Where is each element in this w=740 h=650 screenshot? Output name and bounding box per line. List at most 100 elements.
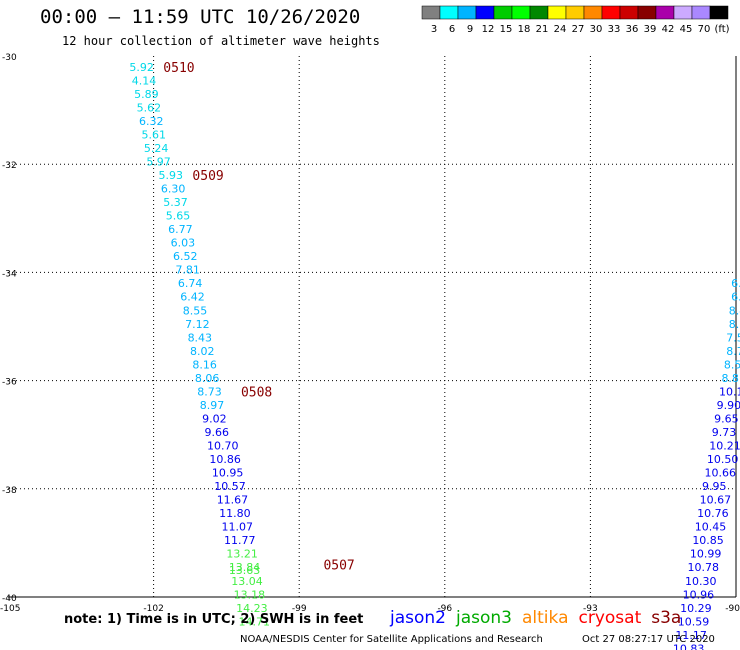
wave-height-label: 8.73 <box>197 385 222 398</box>
wave-height-label: 7.81 <box>175 264 200 277</box>
colorbar-swatch <box>619 5 639 20</box>
wave-height-label: 10.78 <box>687 561 719 574</box>
wave-height-label: 9.65 <box>714 412 739 425</box>
wave-height-label: 6.32 <box>139 115 164 128</box>
wave-height-label: 8.55 <box>183 304 208 317</box>
colorbar-label: 36 <box>626 24 639 35</box>
wave-height-label: 10.83 <box>673 642 705 650</box>
colorbar-label: 24 <box>554 24 567 35</box>
wave-height-label: 8.81 <box>721 372 740 385</box>
wave-height-label: 7.12 <box>185 318 210 331</box>
colorbar-swatch <box>637 5 657 20</box>
track-time-label: 0508 <box>241 385 272 400</box>
chart-title: 00:00 – 11:59 UTC 10/26/2020 <box>40 6 361 28</box>
wave-height-label: 10.45 <box>695 521 727 534</box>
colorbar-swatch <box>601 5 621 20</box>
wave-height-label: 5.24 <box>144 142 169 155</box>
wave-height-label: 5.61 <box>141 128 166 141</box>
track-time-label: 0507 <box>323 559 354 574</box>
colorbar-swatch <box>709 5 729 20</box>
satellite-legend: jason2 jason3 altika cryosat s3a <box>390 608 691 628</box>
wave-height-label: 6.77 <box>168 223 193 236</box>
wave-height-label: 5.93 <box>158 169 183 182</box>
wave-height-label: 7.5 <box>726 331 740 344</box>
colorbar-swatch <box>439 5 459 20</box>
wave-height-label: 10.57 <box>214 480 246 493</box>
wave-height-label: 8.02 <box>190 345 215 358</box>
colorbar-label: 18 <box>518 24 531 35</box>
wave-height-label: 9.90 <box>717 399 740 412</box>
wave-height-label: 8.1 <box>729 318 740 331</box>
wave-height-label: 4.14 <box>132 74 157 87</box>
satellite-legend-item: s3a <box>651 608 682 628</box>
wave-height-label: 5.92 <box>129 61 154 74</box>
chart-subtitle: 12 hour collection of altimeter wave hei… <box>62 34 380 48</box>
wave-height-label: 8.7 <box>726 345 740 358</box>
colorbar-label: 21 <box>536 24 549 35</box>
satellite-legend-item: jason2 <box>390 608 446 628</box>
satellite-legend-item: altika <box>522 608 569 628</box>
wave-height-label: 10.29 <box>680 602 712 615</box>
wave-height-label: 14.23 <box>236 602 268 615</box>
wave-height-label: 5.97 <box>146 155 171 168</box>
wave-height-label: 6.03 <box>171 237 196 250</box>
wave-height-label: 14.71 <box>239 615 270 628</box>
wave-height-label: 5.62 <box>137 101 162 114</box>
colorbar-label: 9 <box>467 24 473 35</box>
wave-height-label: 10.76 <box>697 507 729 520</box>
x-tick-label: -105 <box>0 604 20 614</box>
colorbar-label: 70 <box>698 24 711 35</box>
wave-height-label: 8.06 <box>195 372 220 385</box>
wave-height-label: 10.86 <box>209 453 241 466</box>
wave-height-label: 11.67 <box>217 494 249 507</box>
wave-height-label: 8.16 <box>192 358 217 371</box>
wave-height-label: 10.21 <box>709 440 740 453</box>
wave-height-label: 13.84 <box>229 561 261 574</box>
colorbar-swatch <box>583 5 603 20</box>
colorbar-label: 15 <box>500 24 513 35</box>
wave-height-label: 8.43 <box>188 331 213 344</box>
wave-height-label: 9.66 <box>205 426 230 439</box>
x-tick-label: -96 <box>437 604 452 614</box>
footer-note: note: 1) Time is in UTC; 2) SWH is in fe… <box>64 612 364 627</box>
colorbar-label: 30 <box>590 24 603 35</box>
y-tick-label: -36 <box>2 378 17 388</box>
wave-height-label: 6.30 <box>161 183 186 196</box>
x-tick-label: -90 <box>725 604 740 614</box>
wave-height-label: 10.59 <box>678 615 710 628</box>
y-tick-label: -38 <box>2 486 17 496</box>
colorbar-label: 6 <box>449 24 455 35</box>
colorbar-swatch <box>655 5 675 20</box>
wave-height-label: 10.66 <box>704 467 736 480</box>
y-tick-label: -40 <box>2 594 17 604</box>
colorbar-swatch <box>475 5 495 20</box>
footer-timestamp: Oct 27 08:27:17 UTC 2020 <box>582 634 715 645</box>
wave-height-label: 10.85 <box>692 534 724 547</box>
colorbar-label: 3 <box>431 24 437 35</box>
track-time-label: 0509 <box>192 169 223 184</box>
wave-height-label: 11.07 <box>222 521 254 534</box>
wave-height-label: 9.02 <box>202 412 227 425</box>
wave-height-label: 6.8 <box>731 277 740 290</box>
satellite-legend-item: jason3 <box>456 608 512 628</box>
wave-height-label: 5.89 <box>134 88 159 101</box>
wave-height-label: 6.42 <box>180 291 205 304</box>
colorbar-swatch <box>421 5 441 20</box>
wave-height-label: 6.52 <box>173 250 198 263</box>
wave-height-label: 8.4 <box>729 304 740 317</box>
x-tick-label: -93 <box>583 604 598 614</box>
wave-height-label: 13.21 <box>226 548 258 561</box>
colorbar-swatch <box>457 5 477 20</box>
y-tick-label: -32 <box>2 161 17 171</box>
colorbar-swatch <box>691 5 711 20</box>
wave-height-label: 9.95 <box>702 480 727 493</box>
wave-height-label: 8.97 <box>200 399 225 412</box>
wave-height-label: 13.04 <box>231 575 263 588</box>
wave-height-label: 10.95 <box>212 467 244 480</box>
colorbar-label: 33 <box>608 24 621 35</box>
wave-height-label: 10.99 <box>690 548 722 561</box>
wave-height-label: 10.96 <box>683 588 715 601</box>
colorbar-label: 27 <box>572 24 585 35</box>
x-tick-label: -102 <box>143 604 163 614</box>
